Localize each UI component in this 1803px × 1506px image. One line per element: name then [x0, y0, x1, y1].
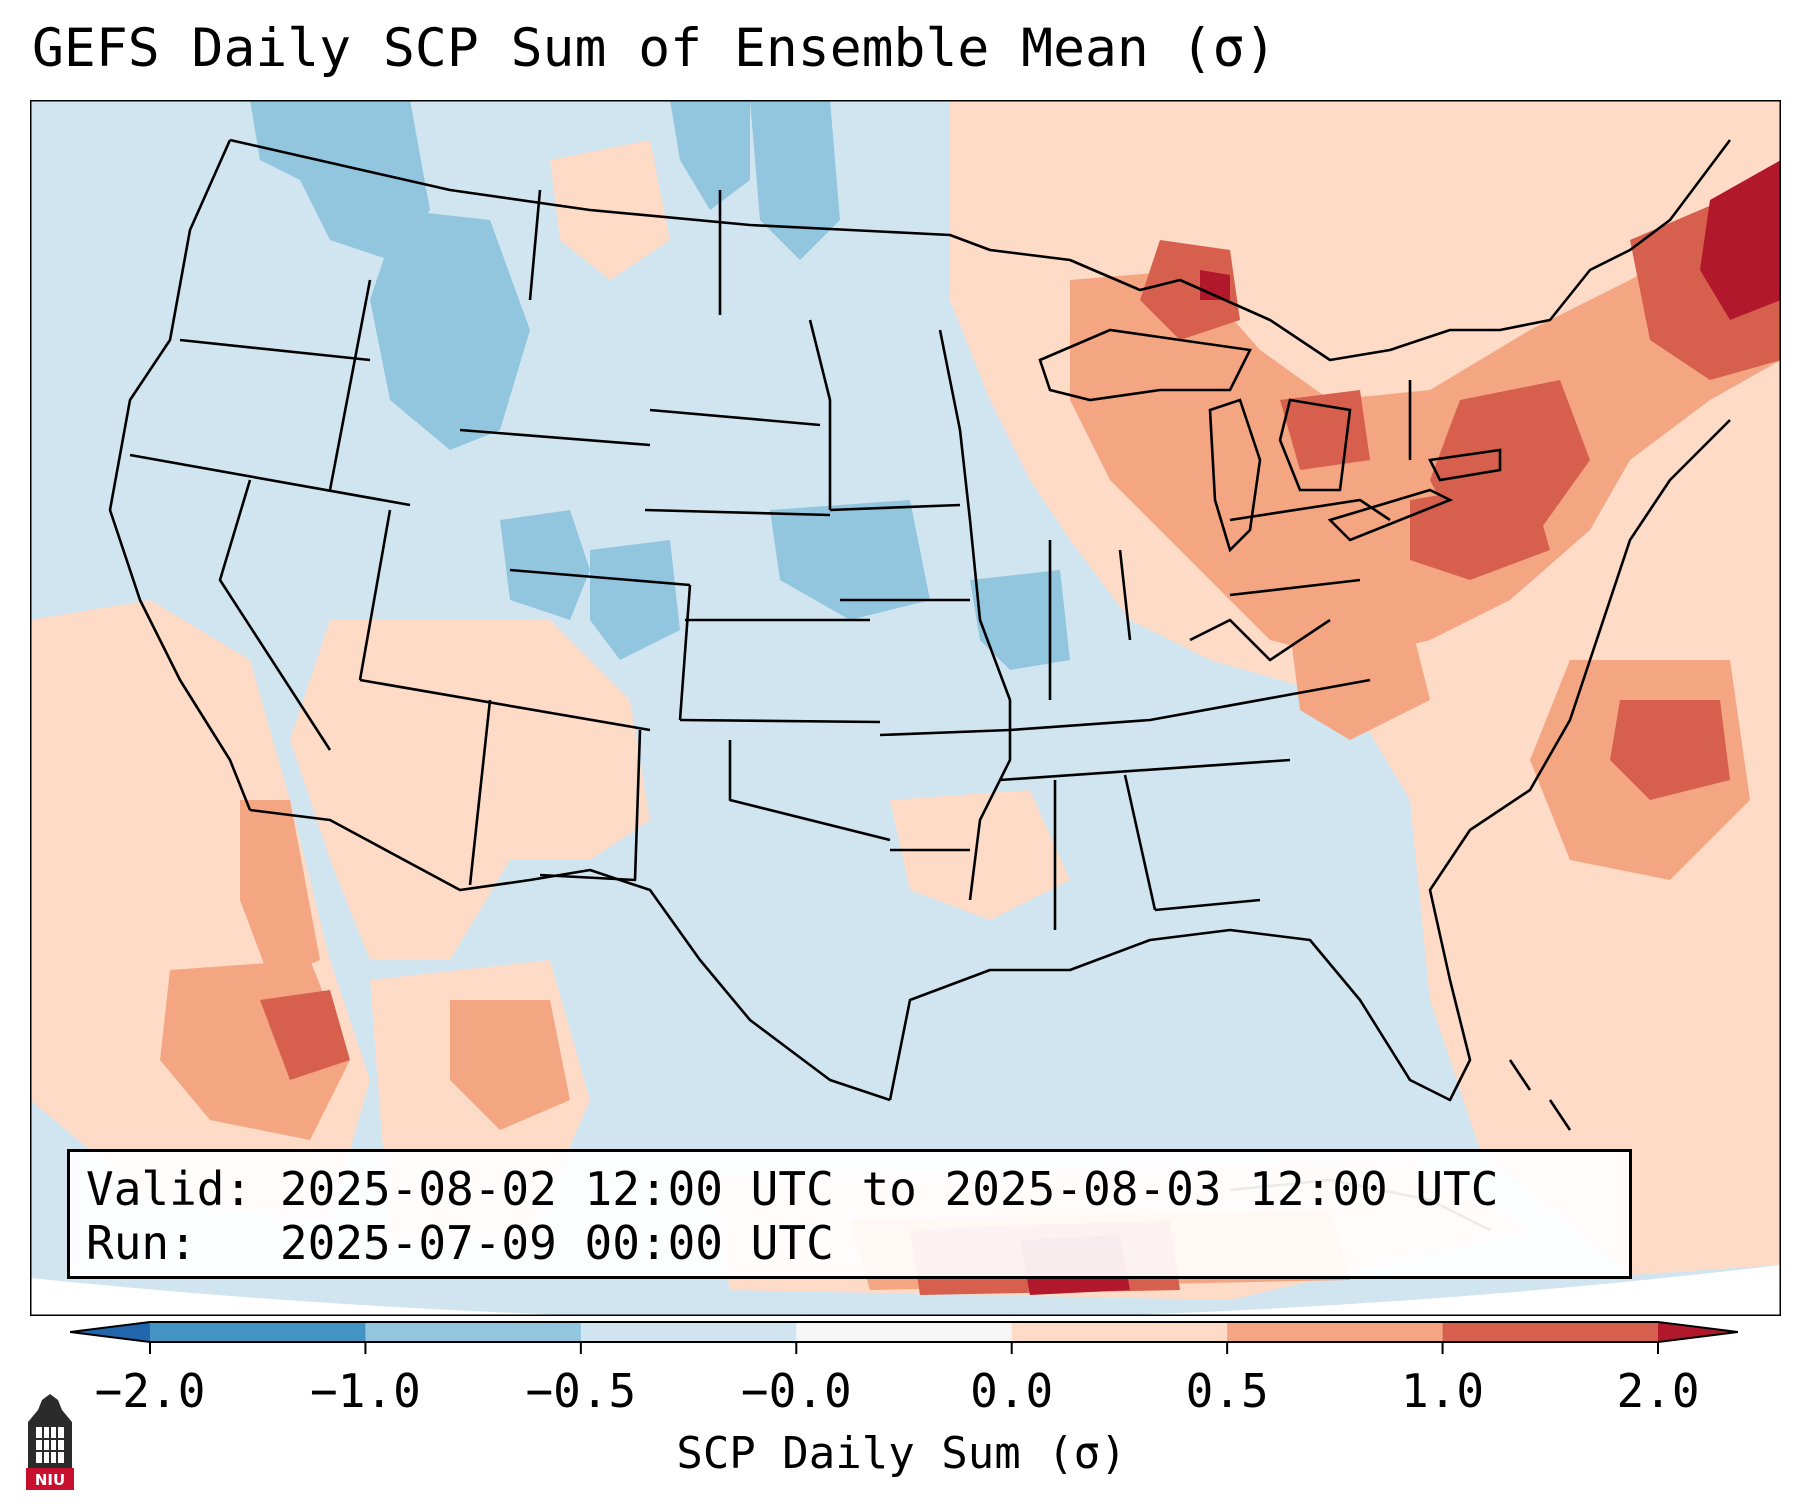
lake-superior: [1038, 328, 1252, 402]
lake-erie: [1327, 488, 1454, 542]
state-line-mississippi-river: [938, 329, 1012, 901]
canada-us-border: [229, 138, 1732, 362]
state-line-nd-mt: [528, 189, 542, 301]
colorbar-bin: [580, 1322, 797, 1342]
state-line-pa-ny: [1229, 498, 1391, 522]
negative-region-idaho-montana: [370, 210, 530, 450]
state-line-nd-sd: [649, 408, 821, 427]
colorbar-bin: [796, 1322, 1013, 1342]
state-line-co-wy: [509, 568, 691, 587]
lake-ontario: [1428, 448, 1502, 482]
state-line-nd-mn: [808, 319, 832, 510]
state-line-wv-va: [1189, 618, 1331, 662]
colorbar-bin: [1011, 1322, 1228, 1342]
pos-region-montana-patches: [550, 140, 670, 280]
negative-region-utah-colorado: [500, 510, 590, 620]
strong-region-gulf-ca: [260, 990, 350, 1080]
political-borders: [108, 138, 1732, 1102]
state-line-id-west: [328, 279, 372, 491]
state-line-sd-ne: [644, 508, 831, 517]
pos-region-southwest: [290, 620, 650, 960]
run-time-line: Run: 2025-07-09 00:00 UTC: [86, 1220, 834, 1266]
negative-anomaly-layer: [250, 100, 1070, 670]
colorbar: [70, 1321, 1738, 1354]
mod-region-baja: [240, 800, 320, 980]
bahamas: [1508, 1059, 1572, 1131]
great-lakes: [1038, 328, 1502, 553]
negative-region-montana-north: [670, 100, 750, 210]
colorbar-label: SCP Daily Sum (σ): [676, 1428, 1127, 1479]
state-line-tn-al: [999, 758, 1291, 782]
colorbar-tick-label: −0.5: [525, 1364, 637, 1418]
negative-region-nebraska-kansas: [770, 500, 930, 620]
colorbar-tick-label: 0.5: [1185, 1364, 1269, 1418]
colorbar-bin: [365, 1322, 582, 1342]
colorbar-bin: [1227, 1322, 1444, 1342]
state-line-wa-or: [179, 338, 371, 362]
state-line-tn-ky: [1009, 678, 1371, 732]
colorbar-extend-low: [70, 1322, 150, 1342]
colorbar-tick-label: 1.0: [1401, 1364, 1485, 1418]
state-line-nv-east: [358, 509, 392, 681]
colorbar-tick-label: −1.0: [310, 1364, 421, 1418]
state-line-mn-ia: [829, 503, 961, 512]
colorbar-tick-label: 0.0: [970, 1364, 1054, 1418]
valid-label: Valid:: [86, 1162, 253, 1216]
lake-michigan: [1208, 398, 1262, 553]
colorbar-bin: [150, 1322, 366, 1342]
negative-region-missouri: [970, 570, 1070, 670]
colorbar-tick-label: −2.0: [94, 1364, 206, 1418]
colorbar-extend-high: [1658, 1322, 1738, 1342]
state-line-al-ga: [1123, 774, 1157, 911]
valid-time-line: Valid: 2025-08-02 12:00 UTC to 2025-08-0…: [86, 1166, 1498, 1212]
state-line-pa-south: [1229, 578, 1361, 597]
negative-region-north-dakota: [750, 100, 840, 260]
anomaly-map: [30, 100, 1781, 1316]
negative-region-colorado: [590, 540, 680, 660]
colorbar-bin: [1442, 1322, 1659, 1342]
strong-region-pennsylvania: [1410, 480, 1550, 580]
strong-region-atlantic: [1610, 700, 1730, 800]
colorbar-tick-label: −0.0: [740, 1364, 852, 1418]
state-line-ks-ok: [679, 718, 881, 724]
pos-region-oklahoma-texas: [890, 790, 1070, 920]
map-panel: [30, 100, 1781, 1316]
mod-region-mexico-coast: [450, 1000, 570, 1130]
state-line-oh-in: [1118, 549, 1132, 641]
west-coast: [108, 139, 252, 811]
map-frame: [30, 100, 1781, 1316]
colorbar-tick-label: 2.0: [1616, 1364, 1700, 1418]
state-line-ga-fl: [1154, 898, 1261, 912]
niu-logo: NIU: [20, 1392, 80, 1496]
run-label: Run:: [86, 1216, 197, 1270]
logo-text: NIU: [35, 1471, 65, 1489]
state-line-az-nm: [468, 699, 492, 886]
state-line-co-ks: [678, 584, 692, 721]
state-line-mt-wy: [459, 428, 651, 447]
state-line-mo-ar: [879, 728, 1011, 737]
state-line-nv-ca: [218, 479, 332, 751]
chart-title: GEFS Daily SCP Sum of Ensemble Mean (σ): [32, 18, 1277, 79]
state-line-ok-tx: [728, 740, 891, 842]
extreme-region-maine: [1700, 160, 1781, 320]
lake-huron: [1278, 398, 1352, 492]
mod-region-great-lakes: [1070, 180, 1781, 660]
state-line-or-ca: [129, 453, 411, 507]
state-line-tx-nm: [539, 729, 642, 882]
state-line-ut-az: [359, 678, 651, 732]
mod-region-ohio-valley: [1290, 620, 1430, 740]
gulf-coast: [888, 419, 1731, 1102]
run-time-value: 2025-07-09 00:00 UTC: [279, 1216, 834, 1270]
negative-region-pacific-nw: [250, 100, 430, 260]
valid-time-box: Valid: 2025-08-02 12:00 UTC to 2025-08-0…: [67, 1149, 1632, 1279]
valid-time-value: 2025-08-02 12:00 UTC to 2025-08-03 12:00…: [279, 1162, 1499, 1216]
strong-region-michigan: [1140, 240, 1240, 340]
